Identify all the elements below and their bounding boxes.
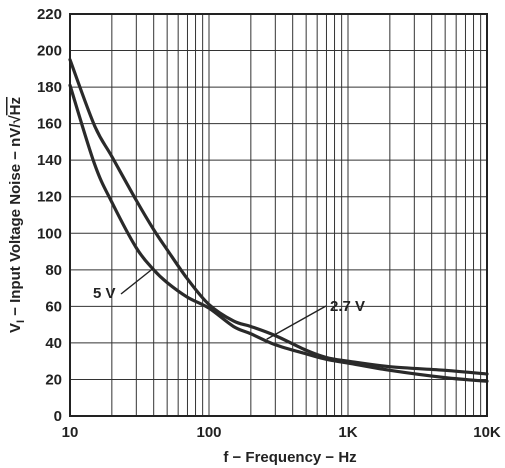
y-axis-label-root: √ <box>7 115 24 124</box>
y-tick-label: 180 <box>37 79 62 96</box>
y-tick-label: 220 <box>37 6 62 23</box>
y-axis-label: VI − Input Voltage Noise − nV/√Hz <box>7 97 27 333</box>
y-tick-label: 200 <box>37 43 62 60</box>
y-tick-labels: 0 20 40 60 80 100 120 140 160 180 200 220 <box>37 6 62 425</box>
annotation-label: 5 V <box>93 285 116 302</box>
x-tick-label: 100 <box>196 424 221 441</box>
y-axis-label-rest: − Input Voltage Noise − nV/ <box>7 123 24 320</box>
y-tick-label: 60 <box>45 298 62 315</box>
series-line-5v <box>68 83 489 383</box>
y-tick-label: 120 <box>37 189 62 206</box>
y-tick-label: 140 <box>37 152 62 169</box>
y-axis-label-unit: Hz <box>7 97 24 115</box>
y-tick-label: 100 <box>37 225 62 242</box>
x-tick-label: 10 <box>62 424 79 441</box>
x-axis-label: f − Frequency − Hz <box>223 449 356 466</box>
annotation-label: 2.7 V <box>330 298 365 315</box>
y-axis-label-v: V <box>7 323 24 333</box>
y-tick-label: 20 <box>45 371 62 388</box>
y-tick-label: 160 <box>37 116 62 133</box>
plot-frame <box>69 13 488 417</box>
series-line-2-7v <box>68 58 489 376</box>
y-axis-label-sub: I <box>15 320 27 323</box>
annotation-leader <box>120 267 155 295</box>
annotations: 5 V 2.7 V <box>93 267 365 340</box>
x-tick-label: 1K <box>338 424 357 441</box>
y-tick-label: 0 <box>54 408 62 425</box>
x-tick-label: 10K <box>473 424 501 441</box>
x-tick-labels: 10 100 1K 10K <box>62 424 501 441</box>
annotation-leader <box>266 305 327 340</box>
curves <box>68 58 489 383</box>
y-tick-label: 80 <box>45 262 62 279</box>
y-tick-label: 40 <box>45 335 62 352</box>
grid <box>69 13 487 417</box>
